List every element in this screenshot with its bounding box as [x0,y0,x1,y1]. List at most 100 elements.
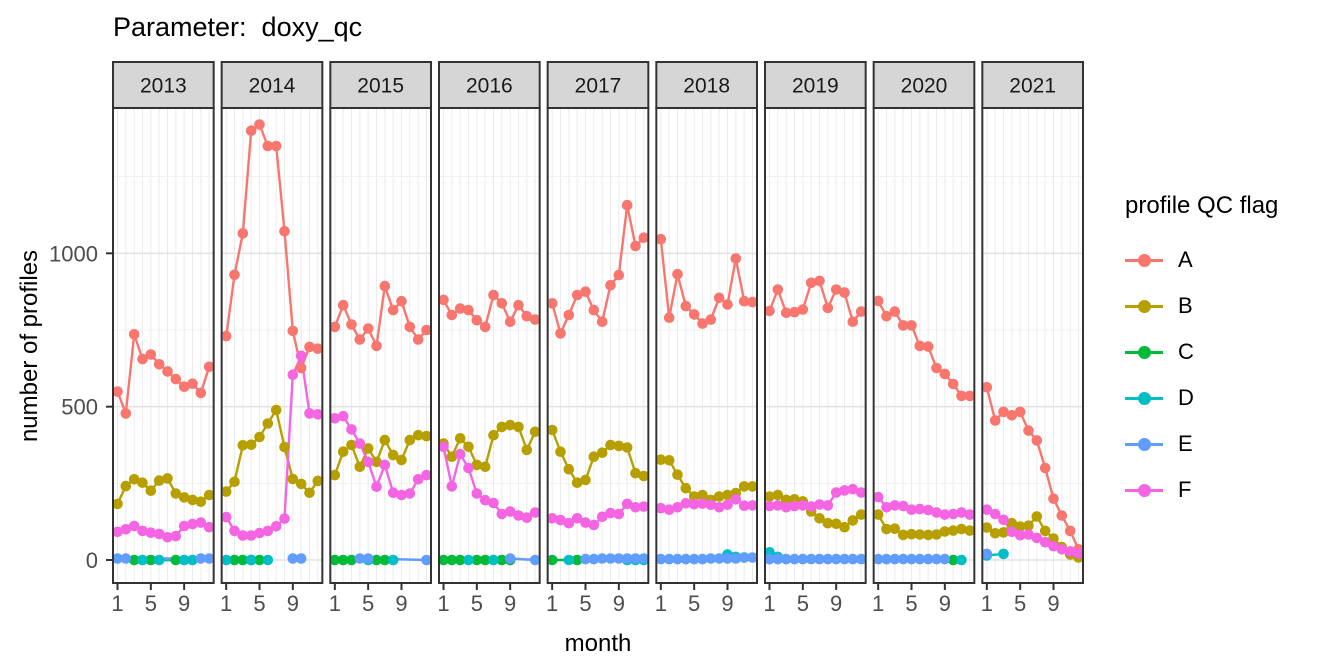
x-tick-label: 9 [939,591,951,616]
series-E-points-2014 [287,553,307,564]
x-tick-label: 1 [763,591,775,616]
facet-strip-label: 2019 [792,75,839,98]
series-D-points-2014 [222,554,274,566]
series-B-points-2021 [983,511,1082,563]
series-A-points-2014 [222,119,322,374]
series-B-points-2019 [766,489,865,533]
facet-strip-label: 2013 [140,75,187,98]
facet-2020: 2020 1 5 9 [872,61,976,616]
legend-label: F [1178,477,1192,502]
x-tick-label: 9 [830,591,842,616]
facet-panel [113,108,214,583]
series-F-points-2013 [114,517,213,543]
x-axis-title: month [564,630,632,657]
x-tick-label: 9 [287,591,299,616]
facet-2021: 2021 1 5 9 [981,61,1084,616]
series-F-points-2016 [440,441,539,523]
x-tick-label: 9 [178,591,190,616]
facet-strip [764,61,867,109]
series-E-points-2015 [354,553,431,566]
facet-strip [438,61,541,109]
facet-2017: 2017 1 5 9 [546,61,650,616]
x-tick-label: 5 [253,591,265,616]
legend-entry-C: C [1125,329,1278,375]
x-tick-label: 9 [1047,591,1059,616]
y-tick-label: 1000 [49,241,98,266]
legend-label: B [1178,293,1193,318]
legend-title: profile QC flag [1125,192,1279,219]
facet-2019: 2019 1 5 9 [763,61,867,616]
x-tick-label: 1 [981,591,993,616]
facet-strip-label: 2014 [249,75,296,98]
x-tick-label: 5 [905,591,917,616]
series-A-points-2020 [874,295,974,402]
series-F-points-2020 [874,491,974,520]
facet-panel [982,108,1083,583]
facet-strip [220,61,324,109]
series-F-points-2019 [766,483,865,513]
x-tick-label: 1 [546,591,558,616]
series-C-points-2016 [440,554,516,566]
series-A-points-2015 [331,280,431,352]
series-E-points-2013 [114,553,213,564]
legend-key-icon [1125,389,1163,407]
facet-strip-label: 2017 [575,75,622,98]
x-tick-label: 1 [872,591,884,616]
x-tick-label: 5 [362,591,374,616]
x-tick-label: 1 [111,591,123,616]
x-tick-label: 9 [504,591,516,616]
series-B-points-2015 [331,429,431,481]
series-B-points-2016 [440,419,539,473]
facet-strip-label: 2018 [683,75,730,98]
facet-strip [872,61,976,109]
facet-2018: 2018 1 5 9 [655,61,758,616]
series-A-points-2017 [548,199,648,339]
facet-2016: 2016 1 5 9 [437,61,541,616]
legend-key-icon [1125,251,1163,269]
x-tick-label: 5 [145,591,157,616]
legend-key-icon [1125,481,1163,499]
facet-2014: 2014 1 5 9 [220,61,324,616]
series-A-points-2019 [766,275,865,328]
series-B-points-2014 [222,404,322,499]
series-D-points-2013 [137,554,198,566]
legend-entry-E: E [1125,421,1278,467]
series-D-points-2016 [463,554,499,566]
series-C-points-2020 [947,554,959,566]
y-tick-label: 0 [86,548,98,573]
series-B-points-2013 [114,473,213,510]
legend-label: E [1178,431,1193,456]
series-F-points-2014 [222,350,322,541]
facet-strip [546,61,650,109]
series-B-points-2020 [874,509,974,541]
series-E-points-2016 [504,553,539,566]
x-tick-label: 1 [220,591,232,616]
facet-strip-label: 2015 [357,75,404,98]
legend-entry-D: D [1125,375,1278,421]
series-E-points-2019 [766,553,865,565]
series-C-points-2015 [331,554,391,566]
facet-strip [329,61,433,109]
series-E-points-2017 [580,553,648,565]
x-tick-label: 9 [395,591,407,616]
facet-strip [112,61,215,109]
series-E-points-2018 [657,552,756,565]
series-E-points-2020 [874,553,951,565]
legend-key-icon [1125,435,1163,453]
x-tick-label: 9 [613,591,625,616]
x-tick-label: 1 [329,591,341,616]
facet-2013: 2013 1 5 9 [111,61,215,616]
x-tick-label: 5 [1014,591,1026,616]
series-F-points-2018 [657,494,756,515]
series-A-points-2018 [657,233,756,329]
y-tick-label: 500 [61,395,98,420]
legend-key-icon [1125,343,1163,361]
facet-strip-label: 2021 [1009,75,1056,98]
page-title: Parameter: doxy_qc [113,12,363,42]
legend-label: D [1178,385,1194,410]
series-C-points-2017 [548,554,583,566]
